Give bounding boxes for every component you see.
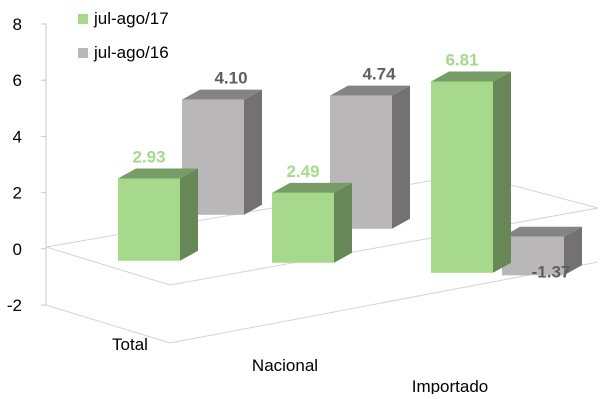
legend-label: jul-ago/17 xyxy=(93,9,169,28)
bar-front-face xyxy=(502,236,564,276)
bar-top-face xyxy=(502,226,582,237)
bar-jul-ago-17-nacional xyxy=(272,182,352,263)
legend-swatch xyxy=(78,48,88,58)
labels-layer: 4.10 4.74 -1.37 2.93 2.49 6.81 Total Nacional Im… xyxy=(112,50,571,396)
bar-front-face xyxy=(431,81,493,273)
bar-side-face xyxy=(334,182,352,263)
bars-layer xyxy=(118,71,582,276)
bar-side-face xyxy=(244,89,262,215)
y-tick-label: 2 xyxy=(13,184,22,203)
legend: jul-ago/17 jul-ago/16 xyxy=(78,9,169,62)
axes-layer: -2 0 2 4 6 8 xyxy=(7,15,599,344)
legend-label: jul-ago/16 xyxy=(93,43,169,62)
data-label: 4.74 xyxy=(362,65,396,84)
bar-top-face xyxy=(118,168,198,179)
y-tick-label: 6 xyxy=(13,71,22,90)
y-tick-label: -2 xyxy=(7,296,22,315)
y-tick-label: 0 xyxy=(13,240,22,259)
bar-side-face xyxy=(564,226,582,276)
bar-jul-ago-17-total xyxy=(118,168,198,261)
legend-swatch xyxy=(78,14,88,24)
bar-jul-ago-16-importado xyxy=(502,226,582,276)
category-label: Total xyxy=(112,335,148,354)
category-label: Importado xyxy=(412,377,489,394)
bar-top-face xyxy=(431,71,511,82)
bar-front-face xyxy=(118,178,180,261)
data-label: 4.10 xyxy=(214,69,247,88)
bar-side-face xyxy=(180,168,198,261)
data-label: 2.93 xyxy=(132,147,165,166)
bar-front-face xyxy=(272,192,334,263)
y-tick-label: 8 xyxy=(13,15,22,34)
bar-side-face xyxy=(392,85,410,229)
y-tick-label: 4 xyxy=(13,127,22,146)
data-label: 6.81 xyxy=(445,50,478,69)
bar-side-face xyxy=(493,71,511,273)
category-label: Nacional xyxy=(252,356,318,375)
bar-top-face xyxy=(182,89,262,100)
data-label: -1.37 xyxy=(532,262,571,281)
lower-frame xyxy=(45,261,599,344)
bar-top-face xyxy=(330,85,410,96)
bar-top-face xyxy=(272,182,352,193)
bar-jul-ago-17-importado xyxy=(431,71,511,273)
data-label: 2.49 xyxy=(286,162,319,181)
